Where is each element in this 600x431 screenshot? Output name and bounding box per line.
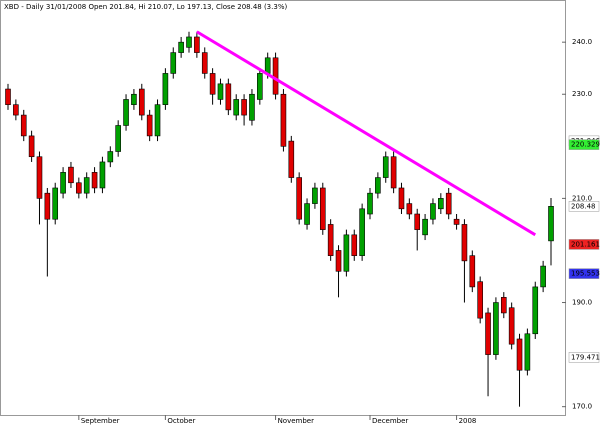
price-label-box	[568, 239, 600, 250]
candle-body	[382, 156, 389, 178]
x-tick-label: October	[167, 417, 195, 425]
candle-body	[60, 172, 66, 194]
candle-body	[138, 88, 145, 116]
candle-body	[99, 161, 106, 189]
price-label: 220.329	[571, 141, 600, 149]
candle-body	[398, 187, 405, 210]
candle-body	[76, 182, 82, 194]
price-label: 201.161	[571, 240, 600, 248]
candle-body	[201, 52, 208, 74]
x-tick-label: December	[372, 417, 408, 425]
candle-body	[414, 213, 421, 230]
candle-body	[548, 206, 554, 242]
candle-body	[170, 52, 177, 74]
price-label-box	[568, 268, 600, 279]
candle-body	[485, 312, 491, 355]
candle-body	[422, 218, 428, 236]
trendline	[196, 30, 537, 237]
candle-body	[493, 302, 499, 355]
candle-body	[233, 99, 240, 116]
x-tick-label: November	[278, 417, 315, 425]
candle-body	[107, 151, 114, 163]
candle-body	[312, 187, 318, 204]
price-label-box	[568, 352, 600, 363]
candle-body	[217, 83, 224, 100]
price-label-box	[568, 201, 600, 212]
candle-body	[36, 156, 43, 199]
candle-body	[319, 187, 326, 230]
candle-body	[272, 57, 279, 95]
y-tick-label: 190.0	[572, 299, 592, 307]
candle-body	[532, 286, 539, 335]
candle-body	[508, 307, 515, 345]
y-tick-label: 240.0	[572, 38, 592, 46]
candle-body	[477, 281, 483, 319]
candle-body	[280, 93, 287, 147]
candle-body	[327, 224, 334, 256]
candle-body	[146, 114, 153, 137]
candle-body	[154, 104, 161, 137]
candle-body	[123, 99, 129, 126]
candle-body	[83, 177, 90, 194]
candle-body	[5, 88, 11, 105]
candle-body	[44, 192, 51, 220]
candle-body	[288, 140, 295, 178]
candle-body	[28, 135, 35, 158]
candle-body	[406, 203, 413, 215]
candle-body	[241, 99, 247, 116]
candle-body	[296, 177, 302, 220]
candle-body	[351, 234, 358, 256]
candle-body	[52, 187, 59, 220]
candle-body	[516, 338, 523, 371]
candle-body	[162, 73, 169, 105]
candle-body	[209, 73, 216, 95]
candle-body	[359, 208, 365, 256]
plot-frame	[0, 0, 566, 416]
y-tick-label: 230.0	[572, 90, 592, 98]
candle-body	[264, 57, 271, 74]
candle-body	[304, 203, 310, 225]
candle-body	[68, 166, 74, 184]
candle-body	[13, 104, 19, 116]
candle-body	[500, 297, 507, 314]
candle-body	[390, 156, 397, 189]
price-label: 195.553	[571, 270, 600, 278]
candle-body	[445, 192, 452, 215]
candle-body	[524, 333, 531, 371]
candle-body	[343, 234, 350, 272]
x-tick-label: 2008	[459, 417, 477, 425]
y-tick-label: 170.0	[572, 403, 592, 411]
candle-body	[438, 198, 444, 210]
x-tick-label: September	[81, 417, 120, 425]
candle-body	[194, 36, 200, 53]
candle-body	[375, 177, 381, 194]
candle-body	[469, 255, 476, 288]
candle-body	[461, 224, 468, 262]
candle-body	[178, 41, 184, 53]
price-label: 208.48	[571, 202, 596, 210]
candle-body	[225, 83, 232, 111]
candle-body	[335, 250, 342, 272]
price-label: 179.471	[571, 353, 600, 361]
price-label-box	[568, 139, 600, 150]
y-tick-label: 210.0	[572, 194, 592, 202]
candle-body	[131, 93, 137, 105]
candle-body	[249, 93, 255, 121]
candle-body	[367, 192, 373, 215]
candle-body	[257, 73, 263, 100]
candle-body	[186, 36, 192, 48]
candle-body	[453, 218, 460, 225]
candle-body	[540, 265, 546, 288]
candle-body	[430, 203, 436, 220]
candle-body	[91, 172, 98, 189]
chart-title: XBD - Daily 31/01/2008 Open 201.84, Hi 2…	[4, 3, 287, 11]
candle-body	[115, 125, 121, 152]
candle-body	[20, 114, 27, 137]
